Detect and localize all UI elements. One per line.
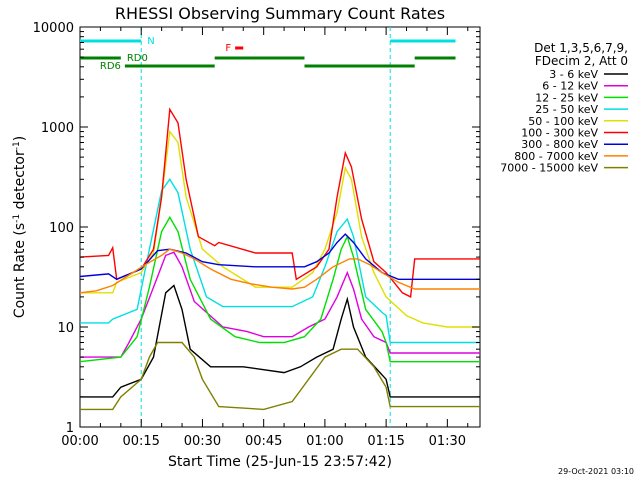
state-bar-label: RD0	[127, 53, 148, 64]
legend: Det 1,3,5,6,7,9, FDecim 2, Att 0 3 - 6 k…	[500, 41, 628, 175]
legend-label: 3 - 6 keV	[549, 68, 598, 81]
y-axis: 1 10 100 1000 10000	[33, 21, 480, 436]
y-axis-label-part: detector	[12, 150, 28, 214]
state-bars: N F RD0 RD6	[80, 36, 456, 72]
legend-label: 50 - 100 keV	[528, 115, 598, 128]
legend-header: Det 1,3,5,6,7,9,	[534, 41, 628, 55]
series-line	[80, 129, 480, 328]
x-tick-label: 01:30	[429, 434, 466, 449]
legend-header: FDecim 2, Att 0	[535, 54, 628, 68]
legend-label: 25 - 50 keV	[535, 103, 598, 116]
x-axis: 00:00 00:15 00:30 00:45 01:00 01:15 01:30	[61, 27, 469, 449]
x-tick-label: 00:45	[245, 434, 282, 449]
y-tick-label: 1000	[41, 121, 74, 136]
y-axis-label-part: -1	[12, 141, 22, 150]
y-tick-label: 10000	[33, 21, 74, 36]
y-axis-label: Count Rate (s-1 detector-1)	[12, 136, 28, 318]
attenuator-markers	[140, 27, 391, 427]
legend-label: 800 - 7000 keV	[514, 150, 598, 163]
legend-label: 6 - 12 keV	[542, 80, 598, 93]
x-tick-label: 00:15	[122, 434, 159, 449]
y-axis-label-part: -1	[12, 214, 22, 223]
y-axis-label-part: Count Rate (s	[12, 223, 28, 318]
y-tick-label: 10	[57, 321, 74, 336]
state-bar-label: RD6	[100, 61, 121, 72]
series-line	[80, 251, 480, 358]
legend-label: 100 - 300 keV	[521, 127, 598, 140]
legend-label: 7000 - 15000 keV	[500, 162, 598, 175]
series-line	[80, 178, 480, 344]
y-tick-label: 1	[66, 421, 74, 436]
x-axis-label: Start Time (25-Jun-15 23:57:42)	[168, 454, 392, 470]
x-tick-label: 00:00	[61, 434, 98, 449]
series-line	[79, 233, 480, 281]
series-line	[79, 248, 480, 294]
x-tick-label: 01:15	[367, 434, 404, 449]
x-tick-label: 00:30	[184, 434, 221, 449]
y-axis-label-part: )	[12, 136, 28, 141]
timestamp: 29-Oct-2021 03:10	[558, 467, 634, 476]
chart-title: RHESSI Observing Summary Count Rates	[115, 4, 445, 23]
series-line	[79, 107, 480, 298]
state-bar-label: N	[147, 36, 154, 47]
legend-label: 300 - 800 keV	[521, 138, 598, 151]
y-tick-label: 100	[49, 221, 74, 236]
series-line	[80, 284, 480, 398]
series-layer	[79, 107, 480, 411]
legend-label: 12 - 25 keV	[535, 91, 598, 104]
plot-frame	[79, 26, 481, 428]
state-bar-label: F	[225, 43, 231, 54]
x-tick-label: 01:00	[306, 434, 343, 449]
series-line	[80, 341, 480, 411]
